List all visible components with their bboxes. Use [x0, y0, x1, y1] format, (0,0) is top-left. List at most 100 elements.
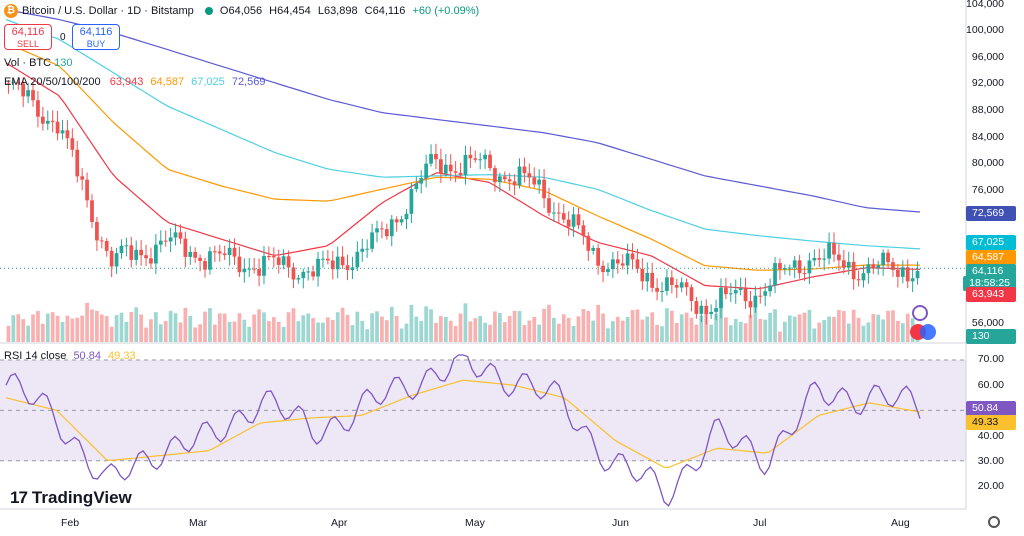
candle-body [443, 164, 448, 174]
volume-bar [109, 326, 114, 342]
volume-bar [792, 316, 797, 342]
time-tick: Mar [189, 517, 208, 529]
bitcoin-icon: ₿ [4, 4, 18, 18]
candle-body [827, 242, 831, 259]
volume-bar [674, 322, 679, 342]
tradingview-logo[interactable]: 17 TradingView [10, 488, 132, 508]
ema200-line [5, 9, 921, 213]
candle-body [281, 256, 286, 265]
buy-label: BUY [86, 39, 106, 49]
volume-bar [262, 312, 266, 342]
volume-bar [335, 312, 340, 342]
volume-bar [6, 325, 11, 342]
ema50-value: 64,587 [150, 76, 185, 88]
candle-body [743, 288, 748, 302]
candle-body [458, 172, 463, 176]
candle-body [188, 252, 193, 257]
rsi-tick: 40.00 [977, 430, 1004, 442]
volume-bar [488, 324, 492, 342]
ema-legend[interactable]: EMA 20/50/100/200 63,943 64,587 67,025 7… [4, 76, 266, 88]
candle-body [660, 291, 664, 293]
volume-bar [301, 315, 306, 342]
sell-button[interactable]: 64,116 SELL [4, 24, 52, 50]
candle-body [606, 269, 610, 273]
volume-bar [581, 309, 586, 342]
volume-bar [665, 308, 669, 342]
candle-body [340, 256, 345, 266]
volume-bar [463, 303, 468, 342]
volume-bar [571, 325, 576, 342]
candle-body [119, 245, 124, 254]
alert-icon[interactable] [912, 305, 928, 321]
volume-bar [257, 309, 261, 342]
rsi-tick: 70.00 [977, 353, 1004, 365]
market-open-indicator [204, 7, 213, 16]
volume-bar [517, 311, 522, 342]
volume-legend[interactable]: Vol · BTC 130 [4, 57, 73, 69]
candle-body [306, 271, 311, 273]
price-tick: 92,000 [971, 77, 1004, 89]
brand-name: TradingView [31, 488, 132, 507]
volume-bar [31, 314, 35, 342]
volume-bar [252, 314, 257, 342]
candle-body [581, 225, 586, 236]
volume-bar [552, 317, 556, 342]
flag-icon[interactable] [920, 324, 936, 340]
candle-body [129, 245, 134, 260]
volume-bar [227, 321, 232, 342]
volume-bar [812, 328, 817, 342]
candle-body [792, 260, 797, 268]
candle-body [345, 265, 350, 271]
volume-bar [625, 317, 630, 342]
price-tick: 100,000 [966, 24, 1004, 36]
volume-bar [158, 324, 163, 342]
candle-body [90, 200, 94, 222]
ema-lines [5, 9, 921, 290]
volume-bar [876, 314, 881, 342]
volume-bar [827, 316, 831, 342]
volume-bar [645, 316, 650, 342]
candle-body [812, 258, 817, 261]
volume-bar [188, 315, 193, 342]
volume-bar [660, 326, 664, 342]
candle-body [689, 287, 694, 302]
volume-bar [709, 324, 714, 342]
volume-bar [483, 322, 487, 342]
volume-bar [208, 308, 212, 342]
volume-bar [271, 317, 276, 342]
candle-body [55, 121, 60, 134]
candle-body [325, 258, 330, 261]
volume-bar [576, 316, 581, 342]
volume-bar [134, 307, 139, 342]
settings-gear-icon[interactable] [988, 516, 1000, 528]
volume-bar [434, 322, 438, 342]
volume-bar [16, 314, 21, 342]
volume-bar [782, 321, 787, 342]
symbol-title[interactable]: Bitcoin / U.S. Dollar · 1D · Bitstamp [22, 5, 194, 17]
candle-body [124, 245, 129, 247]
volume-bar [60, 322, 65, 342]
candle-body [851, 261, 856, 280]
price-tick: 84,000 [971, 131, 1004, 143]
volume-bar [154, 312, 158, 342]
candle-body [448, 164, 453, 172]
candle-body [886, 252, 890, 263]
candle-body [26, 90, 30, 97]
candle-body [699, 305, 704, 314]
price-tick: 104,000 [966, 0, 1004, 10]
candle-body [576, 214, 581, 226]
candle-body [856, 279, 861, 281]
candle-body [473, 158, 478, 160]
volume-bar [424, 306, 429, 342]
candle-body [493, 168, 497, 183]
candle-body [276, 257, 281, 265]
candle-body [556, 212, 561, 214]
candle-body [694, 301, 699, 314]
rsi-legend[interactable]: RSI 14 close 50.84 49.33 [4, 350, 136, 362]
volume-bar [409, 304, 414, 342]
volume-bar [502, 322, 507, 342]
candle-body [6, 82, 11, 84]
volume-bar [443, 316, 448, 342]
buy-button[interactable]: 64,116 BUY [72, 24, 120, 50]
